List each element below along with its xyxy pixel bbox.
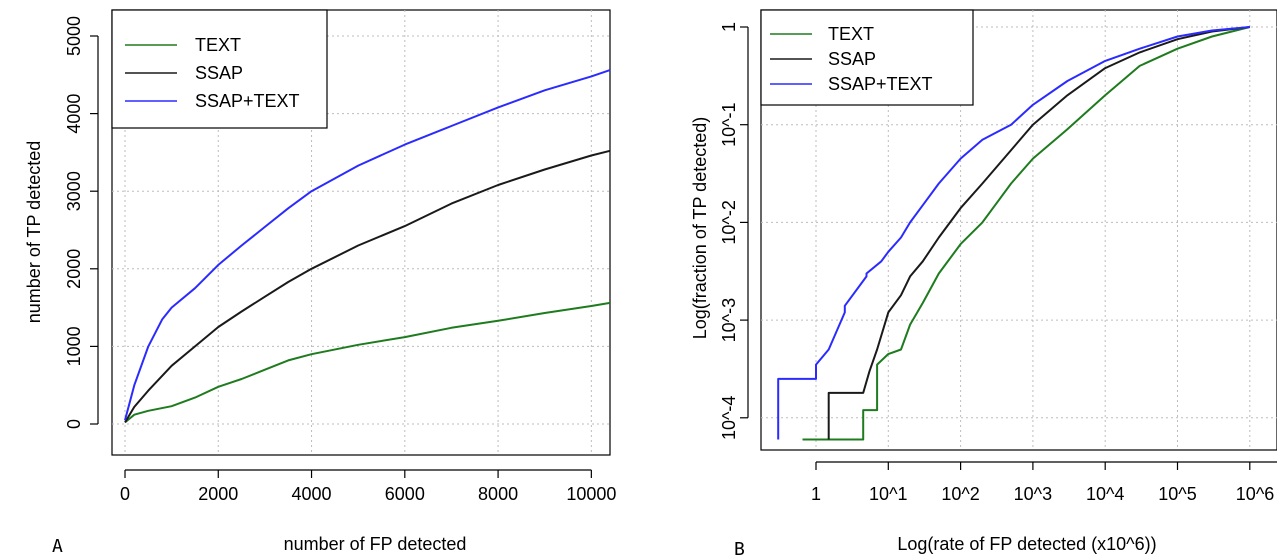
panel-a-x-tick-label: 2000 — [198, 484, 238, 504]
panel-a-legend: TEXT SSAP SSAP+TEXT — [111, 9, 328, 129]
panel-a-x-tick-label: 10000 — [566, 484, 616, 504]
panel-b-series — [777, 26, 1251, 441]
panel-b-grid — [761, 10, 1277, 450]
panel-a-x-tick-label: 4000 — [292, 484, 332, 504]
panel-b-x-tick-label: 10^3 — [1014, 484, 1052, 504]
panel-a-legend-label: SSAP — [195, 63, 243, 83]
panel-b-legend-label: SSAP — [828, 49, 876, 69]
panel-b-y-axis: 10^-4 10^-3 10^-2 10^-1 1 — [719, 22, 749, 440]
panel-b-label: B — [734, 539, 745, 557]
panel-a-chart: 0 2000 4000 6000 8000 10000 0 1000 2000 3000 4000… — [24, 9, 616, 557]
panel-b-legend: TEXT SSAP SSAP+TEXT — [760, 9, 974, 106]
panel-a-x-axis: 0 2000 4000 6000 8000 10000 — [120, 469, 616, 504]
panel-b-legend-label: SSAP+TEXT — [828, 74, 933, 94]
panel-a-legend-label: SSAP+TEXT — [195, 91, 300, 111]
panel-a-y-tick-label: 1000 — [64, 326, 84, 366]
panel-a-y-tick-label: 3000 — [64, 171, 84, 211]
panel-b-y-axis-title: Log(fraction of TP detected) — [690, 117, 710, 339]
panel-a-x-axis-title: number of FP detected — [284, 534, 467, 554]
panel-a-x-tick-label: 6000 — [385, 484, 425, 504]
panel-a-series-ssap-text — [124, 69, 611, 421]
panel-b-x-axis-title: Log(rate of FP detected (x10^6)) — [897, 534, 1156, 554]
panel-b-series-ssap — [827, 26, 1250, 440]
panel-a-plot-frame — [111, 9, 611, 456]
panel-a-y-tick-label: 2000 — [64, 249, 84, 289]
panel-a-legend-box — [111, 9, 328, 129]
panel-b-plot-frame — [760, 9, 1277, 451]
panel-b-chart: 1 10^1 10^2 10^3 10^4 10^5 10^6 10^-410^-310^-… — [690, 9, 1277, 557]
panel-a-series — [124, 69, 611, 424]
panel-b-x-tick-label: 10^2 — [941, 484, 979, 504]
panel-a-legend-label: TEXT — [195, 35, 241, 55]
panel-b-series-ssap-text — [777, 26, 1250, 440]
panel-a-y-tick-label: 5000 — [64, 16, 84, 56]
panel-b-x-tick-label: 10^6 — [1236, 484, 1274, 504]
panel-a-y-axis: 0 1000 2000 3000 4000 5000 — [64, 16, 99, 429]
panel-a-series-text — [124, 301, 611, 424]
panel-b-y-tick-label: 10^-2 — [719, 200, 739, 244]
panel-b-x-axis: 1 10^1 10^2 10^3 10^4 10^5 10^6 — [811, 461, 1277, 504]
panel-b-x-tick-label: 10^1 — [869, 484, 907, 504]
panel-b-legend-label: TEXT — [828, 24, 874, 44]
panel-b-y-tick-label: 10^-1 — [719, 102, 739, 146]
panel-a-y-tick-label: 0 — [64, 419, 84, 429]
panel-b-series-text — [802, 26, 1251, 441]
panel-a-y-tick-label: 4000 — [64, 94, 84, 134]
panel-b-x-tick-label: 10^4 — [1086, 484, 1124, 504]
panel-b-y-tick-label: 10^-4 — [719, 396, 739, 440]
panel-b-y-tick-label: 10^-3 — [719, 298, 739, 342]
panel-b-x-tick-label: 1 — [811, 484, 821, 504]
panel-a-x-tick-label: 0 — [120, 484, 130, 504]
panel-a-label: A — [52, 536, 63, 557]
panel-a-grid — [112, 10, 610, 455]
panel-b-legend-box — [760, 9, 974, 106]
panel-b-y-tick-label: 1 — [719, 22, 739, 32]
panel-b-x-tick-label: 10^5 — [1158, 484, 1196, 504]
panel-a-series-ssap — [124, 149, 611, 423]
panel-a-x-tick-label: 8000 — [478, 484, 518, 504]
panel-a-y-axis-title: number of TP detected — [24, 141, 44, 323]
